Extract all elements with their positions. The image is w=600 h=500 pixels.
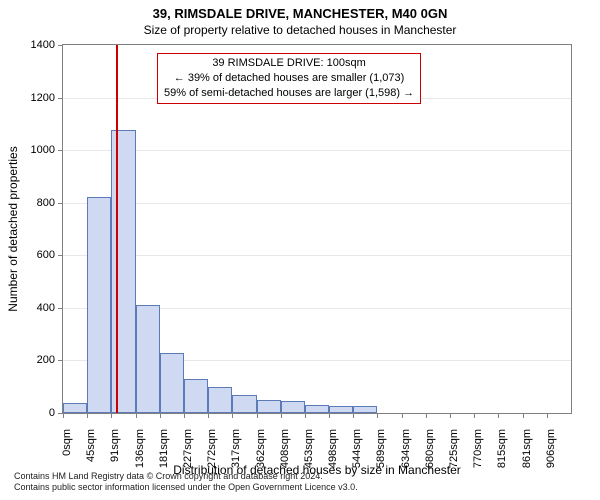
xtick [402, 413, 403, 418]
xtick [87, 413, 88, 418]
xtick [353, 413, 354, 418]
xtick-label: 544sqm [351, 429, 363, 468]
xtick [184, 413, 185, 418]
xtick-label: 181sqm [158, 429, 170, 468]
xtick-label: 680sqm [424, 429, 436, 468]
histogram-bar [257, 400, 281, 413]
histogram-bar [160, 353, 184, 413]
xtick [257, 413, 258, 418]
xtick [232, 413, 233, 418]
xtick [305, 413, 306, 418]
xtick [523, 413, 524, 418]
xtick-label: 815sqm [496, 429, 508, 468]
xtick-label: 861sqm [521, 429, 533, 468]
xtick [63, 413, 64, 418]
xtick-label: 91sqm [109, 429, 121, 462]
annotation-box: 39 RIMSDALE DRIVE: 100sqm← 39% of detach… [157, 53, 421, 104]
ytick-label: 0 [49, 407, 63, 419]
xtick [450, 413, 451, 418]
xtick [426, 413, 427, 418]
histogram-bar [63, 403, 87, 414]
histogram-bar [87, 197, 111, 413]
histogram-bar [184, 379, 208, 413]
xtick [329, 413, 330, 418]
footer-line: Contains HM Land Registry data © Crown c… [14, 471, 358, 483]
ytick-label: 1000 [31, 144, 63, 156]
ytick-label: 1400 [31, 39, 63, 51]
xtick [547, 413, 548, 418]
xtick-label: 317sqm [230, 429, 242, 468]
xtick [377, 413, 378, 418]
histogram-bar [136, 305, 160, 413]
reference-line [116, 45, 118, 413]
ytick-label: 400 [37, 302, 63, 314]
ytick-label: 1200 [31, 92, 63, 104]
histogram-bar [232, 395, 256, 413]
xtick-label: 589sqm [375, 429, 387, 468]
histogram-bar [281, 401, 305, 413]
xtick-label: 725sqm [448, 429, 460, 468]
gridline [63, 203, 571, 204]
histogram-bar [329, 406, 353, 413]
xtick-label: 408sqm [279, 429, 291, 468]
xtick [474, 413, 475, 418]
xtick [111, 413, 112, 418]
histogram-bar [353, 406, 377, 413]
histogram-bar [208, 387, 232, 413]
xtick-label: 453sqm [303, 429, 315, 468]
xtick-label: 45sqm [85, 429, 97, 462]
gridline [63, 150, 571, 151]
histogram-bar [305, 405, 329, 413]
footer-attribution: Contains HM Land Registry data © Crown c… [14, 471, 358, 494]
annotation-line: 59% of semi-detached houses are larger (… [164, 86, 414, 101]
annotation-line: ← 39% of detached houses are smaller (1,… [164, 71, 414, 86]
footer-line: Contains public sector information licen… [14, 482, 358, 494]
xtick-label: 770sqm [472, 429, 484, 468]
xtick [208, 413, 209, 418]
ytick-label: 800 [37, 197, 63, 209]
ytick-label: 200 [37, 354, 63, 366]
xtick-label: 634sqm [400, 429, 412, 468]
xtick [160, 413, 161, 418]
xtick-label: 498sqm [327, 429, 339, 468]
histogram-chart: Number of detached properties Distributi… [62, 44, 572, 414]
y-axis-label: Number of detached properties [6, 146, 20, 311]
gridline [63, 255, 571, 256]
page-title: 39, RIMSDALE DRIVE, MANCHESTER, M40 0GN [0, 0, 600, 21]
xtick-label: 906sqm [545, 429, 557, 468]
xtick [498, 413, 499, 418]
xtick-label: 0sqm [61, 429, 73, 456]
xtick-label: 227sqm [182, 429, 194, 468]
xtick-label: 136sqm [134, 429, 146, 468]
histogram-bar [111, 130, 135, 413]
xtick [136, 413, 137, 418]
ytick-label: 600 [37, 249, 63, 261]
xtick [281, 413, 282, 418]
xtick-label: 362sqm [255, 429, 267, 468]
page-subtitle: Size of property relative to detached ho… [0, 21, 600, 37]
annotation-line: 39 RIMSDALE DRIVE: 100sqm [164, 56, 414, 71]
xtick-label: 272sqm [206, 429, 218, 468]
